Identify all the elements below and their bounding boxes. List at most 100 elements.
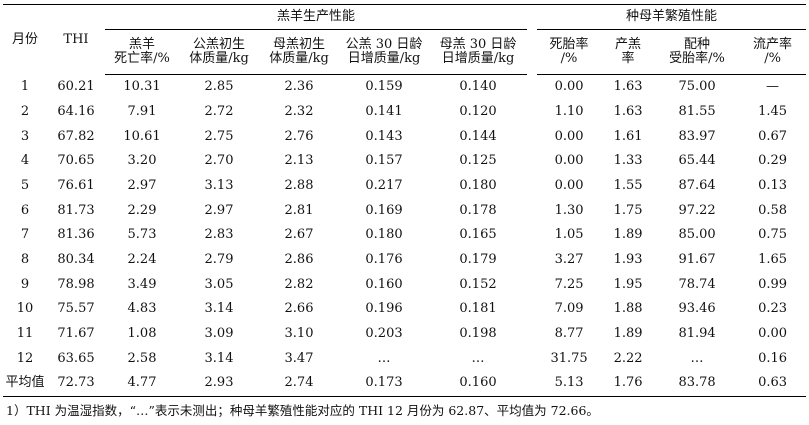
cell-conception: 97.22 [678, 202, 716, 218]
footnote: 1）THI 为温湿指数，“…”表示未测出；种母羊繁殖性能对应的 THI 12 月… [6, 403, 599, 418]
cell-ewe-birth-weight: 2.74 [259, 371, 339, 397]
cell-conception: 75.00 [678, 79, 716, 95]
cell-abortion: — [766, 79, 780, 95]
cell-ewe-birth-weight: 2.76 [284, 128, 314, 144]
cell-conception: … [690, 350, 704, 366]
cell-stillbirth: 1.05 [554, 227, 584, 243]
header-lambing: 产羔 率 [601, 29, 656, 75]
table-row: 3 67.82 10.61 2.75 2.76 0.143 0.144 0.00 1.61 83.… [3, 124, 806, 149]
cell-lambing: 1.95 [613, 276, 643, 292]
cell-conception: 78.74 [678, 276, 716, 292]
cell-lamb-death: 2.58 [127, 350, 157, 366]
cell-abortion: 0.58 [758, 202, 788, 218]
data-table: 月份 THI 羔羊生产性能 种母羊繁殖性能 羔羊 死亡率/% 公羔初生 体质量/… [3, 4, 807, 397]
header-lamb-death-line1: 羔羊 [128, 36, 155, 52]
cell-conception: 87.64 [678, 177, 716, 193]
table-row: 7 81.36 5.73 2.83 2.67 0.180 0.165 1.05 1.89 85.0… [3, 223, 806, 248]
cell-ram-birth-weight: 2.93 [179, 371, 259, 397]
header-month: 月份 [3, 4, 47, 75]
cell-ram-30d-gain: 0.180 [365, 227, 403, 243]
cell-ewe-30d-gain: 0.160 [429, 371, 528, 397]
cell-conception: 83.97 [678, 128, 716, 144]
cell-lambing: 1.89 [613, 326, 643, 342]
cell-ram-30d-gain: 0.196 [365, 301, 403, 317]
cell-lambing: 1.55 [613, 177, 643, 193]
cell-month: 4 [20, 153, 30, 169]
cell-abortion: 0.75 [758, 227, 788, 243]
cell-month: 2 [20, 103, 30, 119]
cell-ram-30d-gain: 0.173 [339, 371, 429, 397]
cell-ewe-30d-gain: 0.165 [459, 227, 497, 243]
cell-abortion: 0.16 [758, 350, 788, 366]
cell-lamb-death: 3.49 [127, 276, 157, 292]
cell-lamb-death: 2.24 [127, 252, 157, 267]
cell-stillbirth: 3.27 [554, 252, 584, 267]
cell-ram-birth-weight: 2.83 [204, 227, 234, 243]
header-abortion: 流产率 /% [739, 29, 807, 75]
cell-stillbirth: 7.09 [554, 301, 584, 317]
cell-ewe-birth-weight: 2.13 [284, 153, 314, 169]
cell-ram-birth-weight: 3.05 [204, 276, 234, 292]
cell-thi: 75.57 [57, 301, 95, 317]
cell-lambing: 2.22 [613, 350, 643, 366]
cell-ram-birth-weight: 2.79 [204, 252, 234, 267]
cell-thi: 72.73 [47, 371, 105, 397]
cell-ewe-30d-gain: 0.198 [459, 326, 497, 342]
cell-ram-birth-weight: 3.14 [204, 301, 234, 317]
header-conception-line2: 受胎率/% [669, 51, 725, 66]
cell-stillbirth: 0.00 [554, 153, 584, 169]
cell-stillbirth: 7.25 [554, 276, 584, 292]
cell-ewe-birth-weight: 2.67 [284, 227, 314, 243]
cell-thi: 64.16 [57, 103, 95, 119]
cell-thi: 81.73 [57, 202, 95, 218]
cell-ewe-birth-weight: 3.10 [284, 326, 314, 342]
cell-month: 5 [20, 177, 30, 193]
gap-cell [527, 198, 537, 223]
gap-cell [527, 347, 537, 372]
cell-thi: 81.36 [57, 227, 95, 243]
cell-month: 6 [20, 202, 30, 218]
cell-ewe-birth-weight: 3.47 [284, 350, 314, 366]
cell-ram-30d-gain: 0.159 [365, 79, 403, 95]
cell-month: 3 [20, 128, 30, 144]
header-stillbirth-line1: 死胎率 [549, 36, 589, 52]
header-ram-birth-weight: 公羔初生 体质量/kg [179, 29, 259, 75]
gap-cell [527, 322, 537, 347]
cell-abortion: 0.99 [758, 276, 788, 292]
cell-ewe-30d-gain: 0.144 [459, 128, 497, 144]
cell-ram-30d-gain: 0.217 [365, 177, 403, 193]
cell-stillbirth: 1.30 [554, 202, 584, 218]
cell-thi: 80.34 [57, 252, 95, 267]
gap-cell [527, 273, 537, 298]
cell-abortion: 0.29 [758, 153, 788, 169]
cell-abortion: 1.45 [758, 103, 788, 119]
cell-lambing: 1.88 [613, 301, 643, 317]
group-header-reproduction: 种母羊繁殖性能 [537, 4, 807, 30]
cell-lambing: 1.63 [613, 103, 643, 119]
header-lambing-line2: 率 [621, 51, 635, 66]
cell-abortion: 0.67 [758, 128, 788, 144]
table-row: 11 71.67 1.08 3.09 3.10 0.203 0.198 8.77 1.89 81.… [3, 322, 806, 347]
cell-lamb-death: 10.61 [123, 128, 161, 144]
cell-thi: 60.21 [57, 78, 95, 94]
cell-stillbirth: 8.77 [554, 326, 584, 342]
gap-cell [527, 223, 537, 248]
header-ewe-30d-gain-line2: 日增质量/kg [441, 51, 515, 66]
header-ram-30d-gain: 公羔 30 日龄 日增质量/kg [339, 29, 429, 75]
cell-thi: 67.82 [57, 128, 95, 144]
cell-month: 12 [16, 350, 34, 366]
cell-ewe-birth-weight: 2.66 [284, 301, 314, 317]
gap-cell [527, 297, 537, 322]
cell-ram-birth-weight: 2.97 [204, 202, 234, 218]
cell-thi: 63.65 [57, 350, 95, 366]
cell-conception: 65.44 [678, 153, 716, 169]
cell-ewe-30d-gain: 0.120 [459, 103, 497, 119]
cell-ewe-30d-gain: … [471, 350, 485, 366]
cell-ram-30d-gain: 0.203 [365, 326, 403, 342]
cell-lamb-death: 3.20 [127, 153, 157, 169]
cell-lambing: 1.63 [613, 79, 643, 95]
cell-ram-birth-weight: 2.85 [204, 79, 234, 95]
cell-ewe-30d-gain: 0.140 [459, 79, 497, 95]
cell-month: 11 [16, 326, 34, 342]
